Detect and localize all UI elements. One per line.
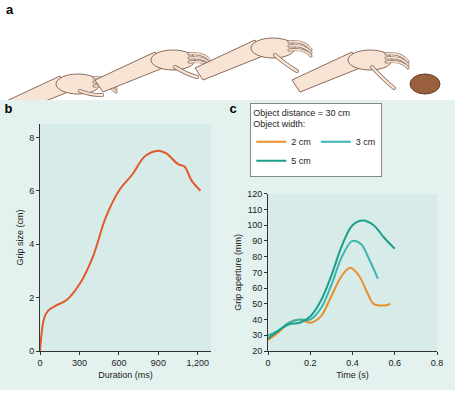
svg-text:Duration (ms): Duration (ms) bbox=[98, 370, 153, 380]
svg-text:600: 600 bbox=[111, 358, 126, 368]
svg-text:120: 120 bbox=[247, 189, 262, 199]
svg-text:Time (s): Time (s) bbox=[336, 370, 369, 380]
svg-text:2 cm: 2 cm bbox=[291, 137, 311, 147]
svg-text:0.6: 0.6 bbox=[388, 358, 401, 368]
svg-text:b: b bbox=[5, 101, 13, 116]
svg-text:20: 20 bbox=[252, 346, 262, 356]
svg-text:60: 60 bbox=[252, 283, 262, 293]
svg-text:110: 110 bbox=[248, 205, 262, 215]
svg-text:1,200: 1,200 bbox=[187, 358, 210, 368]
svg-text:0.4: 0.4 bbox=[346, 358, 359, 368]
svg-text:50: 50 bbox=[252, 299, 262, 309]
svg-text:3 cm: 3 cm bbox=[356, 137, 376, 147]
svg-text:Grip size (cm): Grip size (cm) bbox=[15, 209, 25, 265]
svg-text:Grip aperture (mm): Grip aperture (mm) bbox=[233, 234, 243, 311]
svg-text:a: a bbox=[6, 2, 14, 17]
svg-text:40: 40 bbox=[252, 315, 262, 325]
svg-text:90: 90 bbox=[252, 236, 262, 246]
svg-text:5 cm: 5 cm bbox=[291, 156, 311, 166]
svg-text:4: 4 bbox=[29, 239, 34, 249]
svg-text:70: 70 bbox=[252, 268, 262, 278]
svg-text:30: 30 bbox=[252, 330, 262, 340]
svg-text:900: 900 bbox=[151, 358, 166, 368]
svg-text:0: 0 bbox=[37, 358, 42, 368]
svg-text:0.2: 0.2 bbox=[304, 358, 317, 368]
svg-text:8: 8 bbox=[29, 133, 34, 143]
svg-text:Object distance = 30 cmObject: Object distance = 30 cmObject width: bbox=[253, 108, 350, 130]
svg-text:300: 300 bbox=[72, 358, 87, 368]
svg-text:2: 2 bbox=[29, 293, 34, 303]
svg-text:80: 80 bbox=[252, 252, 262, 262]
svg-text:0: 0 bbox=[29, 346, 34, 356]
svg-text:0.8: 0.8 bbox=[431, 358, 444, 368]
svg-text:0: 0 bbox=[265, 358, 270, 368]
svg-text:6: 6 bbox=[29, 186, 34, 196]
svg-text:c: c bbox=[230, 101, 237, 116]
svg-text:100: 100 bbox=[247, 220, 262, 230]
